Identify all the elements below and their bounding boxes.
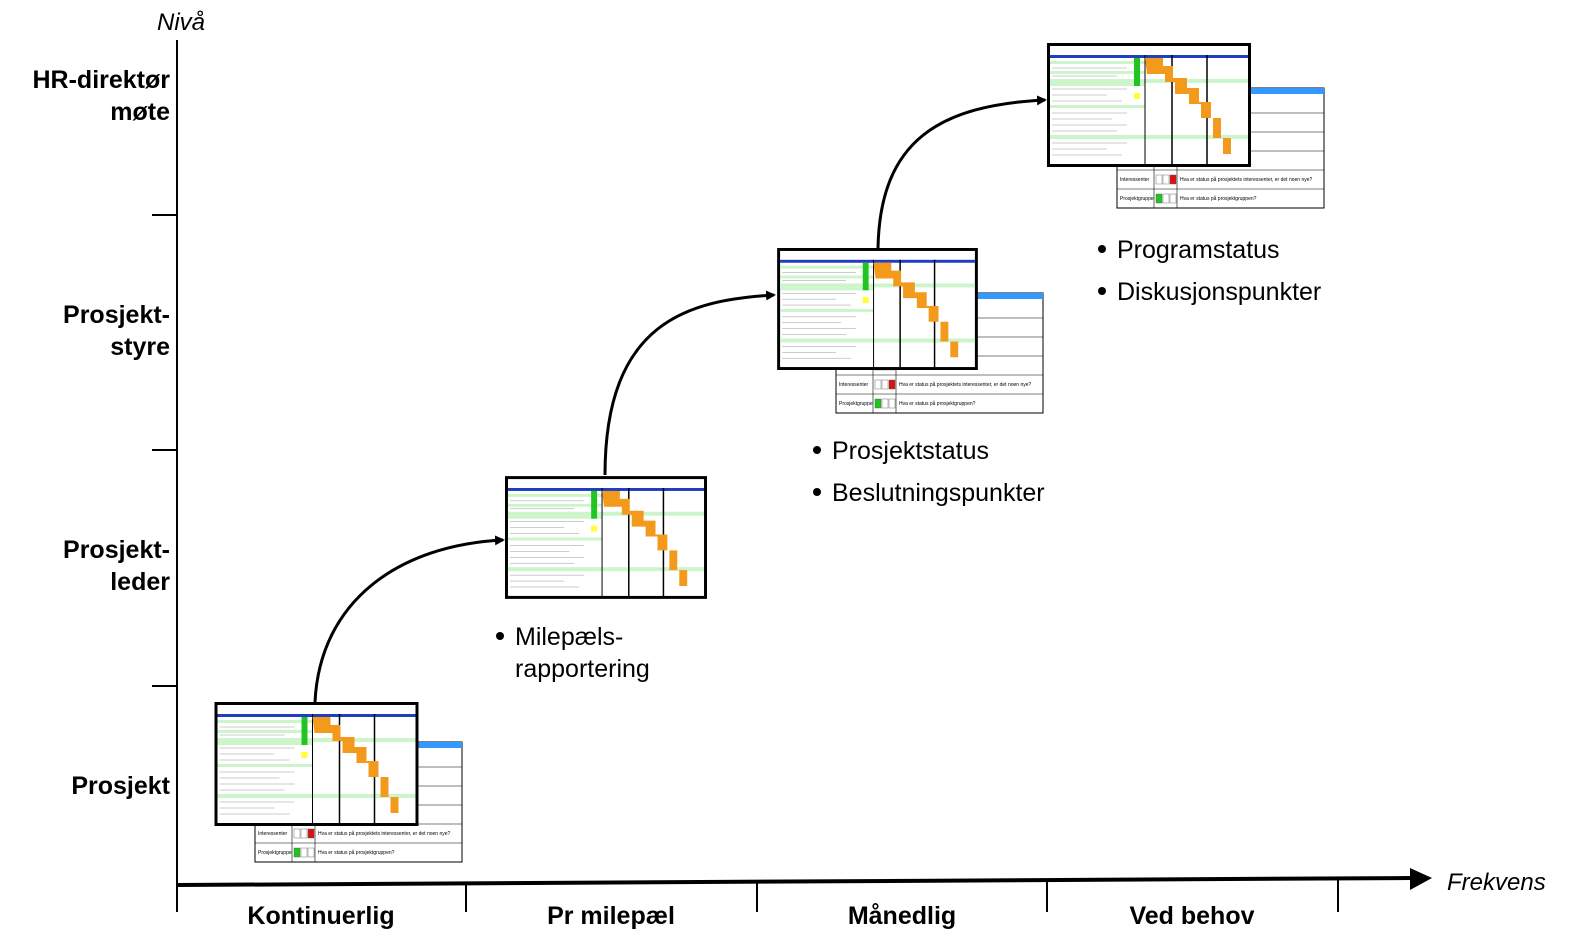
note-text: Prosjektstatus bbox=[832, 437, 989, 465]
status-lamp bbox=[308, 829, 314, 838]
level-label: Prosjekt- bbox=[63, 536, 170, 564]
status-lamp bbox=[1163, 194, 1169, 203]
level-label: Prosjekt- bbox=[63, 301, 170, 329]
note-text: Programstatus bbox=[1117, 236, 1280, 264]
level-label: leder bbox=[110, 568, 170, 596]
status-lamp bbox=[875, 399, 881, 408]
row-label: Prosjektgruppe bbox=[839, 401, 873, 407]
bullet bbox=[496, 632, 504, 640]
status-lamp bbox=[889, 380, 895, 389]
level-label: HR-direktør bbox=[32, 66, 170, 94]
note-text: Milepæls- bbox=[515, 623, 623, 651]
y-axis-label: Nivå bbox=[157, 9, 205, 36]
diagram: Nivå Frekvens RisikoHvilke risikofaktore… bbox=[0, 0, 1581, 940]
status-lamp bbox=[301, 848, 307, 857]
frequency-label: Kontinuerlig bbox=[247, 902, 394, 930]
row-question: Hva er status på prosjektgruppen? bbox=[318, 849, 395, 856]
row-label: Prosjektgruppe bbox=[1120, 196, 1154, 202]
status-lamp bbox=[1170, 175, 1176, 184]
frequency-label: Månedlig bbox=[848, 902, 956, 930]
row-label: Prosjektgruppe bbox=[258, 850, 292, 856]
note-text: rapportering bbox=[515, 655, 650, 683]
row-question: Hva er status på prosjektets interessent… bbox=[318, 830, 451, 837]
note-text: Diskusjonspunkter bbox=[1117, 278, 1321, 306]
row-question: Hva er status på prosjektets interessent… bbox=[1180, 176, 1313, 183]
status-lamp bbox=[294, 829, 300, 838]
level-label: møte bbox=[110, 98, 170, 126]
status-lamp bbox=[294, 848, 300, 857]
bullet bbox=[1098, 245, 1106, 253]
gantt-thumbnail bbox=[216, 704, 417, 825]
row-label: Interessenter bbox=[839, 382, 869, 388]
status-lamp bbox=[882, 380, 888, 389]
frequency-label: Pr milepæl bbox=[547, 902, 675, 930]
status-lamp bbox=[1156, 175, 1162, 184]
gantt-thumbnail bbox=[779, 249, 977, 368]
status-lamp bbox=[308, 848, 314, 857]
bullet bbox=[813, 488, 821, 496]
status-lamp bbox=[882, 399, 888, 408]
row-question: Hva er status på prosjektgruppen? bbox=[1180, 195, 1257, 202]
status-lamp bbox=[875, 380, 881, 389]
level-label: styre bbox=[110, 333, 170, 361]
row-label: Interessenter bbox=[1120, 177, 1150, 183]
status-lamp bbox=[1170, 194, 1176, 203]
status-lamp bbox=[889, 399, 895, 408]
row-question: Hva er status på prosjektets interessent… bbox=[899, 381, 1032, 388]
gantt-thumbnail bbox=[1049, 45, 1250, 166]
level-label: Prosjekt bbox=[71, 772, 170, 800]
frequency-label: Ved behov bbox=[1129, 902, 1254, 930]
bullet bbox=[813, 446, 821, 454]
x-axis-label: Frekvens bbox=[1447, 869, 1546, 896]
status-lamp bbox=[1156, 194, 1162, 203]
bullet bbox=[1098, 287, 1106, 295]
status-lamp bbox=[1163, 175, 1169, 184]
status-lamp bbox=[301, 829, 307, 838]
note-text: Beslutningspunkter bbox=[832, 479, 1045, 507]
row-question: Hva er status på prosjektgruppen? bbox=[899, 400, 976, 407]
gantt-thumbnail bbox=[506, 478, 705, 598]
row-label: Interessenter bbox=[258, 831, 288, 837]
